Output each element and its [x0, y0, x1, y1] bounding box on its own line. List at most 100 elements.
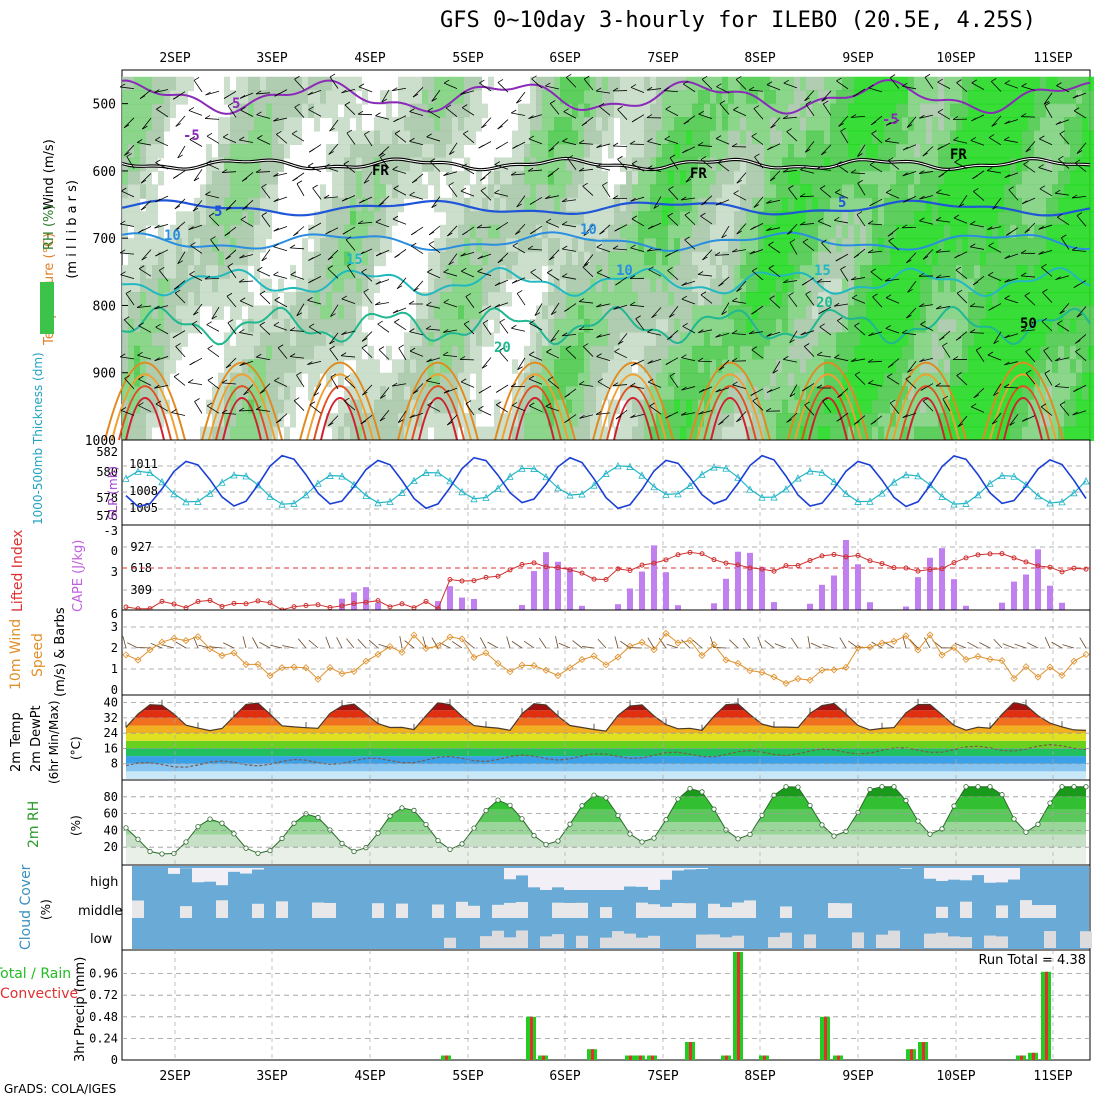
wind-barb-flag: [343, 160, 350, 165]
rh-shade-cell: [698, 130, 704, 145]
rh-shade-cell: [788, 170, 794, 186]
rh-shade-cell: [836, 211, 842, 226]
rh-shade-cell: [716, 170, 722, 186]
rh-shade-cell: [1070, 130, 1076, 145]
wind-barb: [701, 195, 713, 206]
rh-shade-cell: [1022, 265, 1028, 280]
wind-barb-flag: [139, 95, 146, 100]
rh-shade-cell: [734, 413, 740, 428]
rh-shade-cell: [944, 170, 950, 186]
rh-shade-cell: [1076, 251, 1082, 267]
wind-barb-flag: [562, 273, 568, 277]
rh-shade-cell: [860, 359, 866, 374]
rh-shade-cell: [710, 372, 716, 388]
rh-shade-cell: [650, 305, 656, 320]
rh-shade-cell: [248, 76, 254, 92]
rh-shade-cell: [710, 157, 716, 172]
rh-shade-cell: [332, 305, 338, 320]
rh-shade-cell: [482, 305, 488, 320]
rh-shade-cell: [584, 157, 590, 172]
rh-shade-cell: [788, 90, 794, 105]
wind-barb: [749, 89, 764, 92]
rh-shade-cell: [734, 305, 740, 320]
rh-shade-cell: [290, 305, 296, 320]
rh-shade-cell: [158, 117, 164, 132]
rh-shade-cell: [656, 197, 662, 213]
rh-shade-cell: [944, 144, 950, 159]
wind-barb-flag: [563, 108, 569, 112]
rh-shade-cell: [686, 224, 692, 240]
wind-barb: [120, 409, 135, 416]
wind-barb: [329, 119, 339, 132]
rh-shade-cell: [518, 211, 524, 226]
wind-barb: [766, 227, 781, 231]
wind-barb-flag: [821, 98, 827, 102]
rh-shade-cell: [566, 318, 572, 334]
rh-shade-cell: [776, 197, 782, 213]
rh-shade-cell: [1022, 103, 1028, 119]
wind-barb-flag: [427, 107, 434, 112]
rh-shade-cell: [848, 144, 854, 159]
rh-shade-cell: [284, 386, 290, 401]
rh-shade-cell: [1010, 278, 1016, 293]
rh-shade-cell: [878, 399, 884, 415]
rh-shade-cell: [242, 144, 248, 159]
rh-shade-cell: [452, 238, 458, 253]
wind-barb-flag: [125, 290, 132, 294]
rh-shade-cell: [884, 103, 890, 119]
rh-shade-cell: [416, 305, 422, 320]
rh-shade-cell: [590, 305, 596, 320]
rh-shade-cell: [956, 144, 962, 159]
rh-shade-cell: [356, 318, 362, 334]
wind-barb-flag: [583, 343, 589, 347]
rh-shade-cell: [1040, 305, 1046, 320]
rh-shade-cell: [986, 265, 992, 280]
rh-shade-cell: [998, 386, 1004, 401]
rh-shade-cell: [728, 170, 734, 186]
rh-shade-cell: [1058, 386, 1064, 401]
rh-shade-cell: [770, 90, 776, 105]
wind-barb-flag: [119, 353, 126, 358]
wind-barb-flag: [617, 106, 623, 110]
wind-barb-flag: [313, 392, 320, 397]
rh-shade-cell: [446, 117, 452, 132]
rh-shade-cell: [1010, 130, 1016, 145]
wind-barb-flag: [409, 414, 415, 419]
rh-shade-cell: [398, 413, 404, 428]
wind-barb-flag: [770, 124, 776, 129]
rh-shade-cell: [872, 278, 878, 293]
rh-shade-cell: [410, 318, 416, 334]
rh-shade-cell: [614, 292, 620, 307]
rh-shade-cell: [890, 305, 896, 320]
wind-barb-flag: [256, 353, 262, 358]
wind-barb: [211, 306, 220, 320]
rh-shade-cell: [536, 211, 542, 226]
wind-barb-flag: [273, 117, 279, 122]
rh-shade-cell: [302, 90, 308, 105]
rh-shade-cell: [182, 251, 188, 267]
rh-shade-cell: [164, 117, 170, 132]
rh-shade-cell: [560, 265, 566, 280]
wind-barb: [562, 224, 577, 228]
rh-shade-cell: [854, 130, 860, 145]
rh-shade-cell: [746, 251, 752, 267]
rh-shade-cell: [536, 130, 542, 145]
rh-shade-cell: [632, 90, 638, 105]
rh-shade-cell: [338, 197, 344, 213]
rh-shade-cell: [824, 144, 830, 159]
rh-shade-cell: [416, 345, 422, 361]
wind-barb-flag: [511, 279, 518, 284]
rh-shade-cell: [212, 305, 218, 320]
rh-shade-cell: [326, 211, 332, 226]
rh-shade-cell: [146, 332, 152, 347]
wind-barb-flag: [427, 401, 433, 406]
wind-barb-flag: [442, 351, 449, 356]
rh-shade-cell: [1046, 251, 1052, 267]
rh-shade-cell: [290, 265, 296, 280]
rh-shade-cell: [620, 305, 626, 320]
rh-shade-cell: [872, 144, 878, 159]
rh-shade-cell: [974, 359, 980, 374]
wind-barb: [175, 346, 186, 358]
wind-barb: [361, 347, 373, 358]
rh-shade-cell: [1070, 144, 1076, 159]
